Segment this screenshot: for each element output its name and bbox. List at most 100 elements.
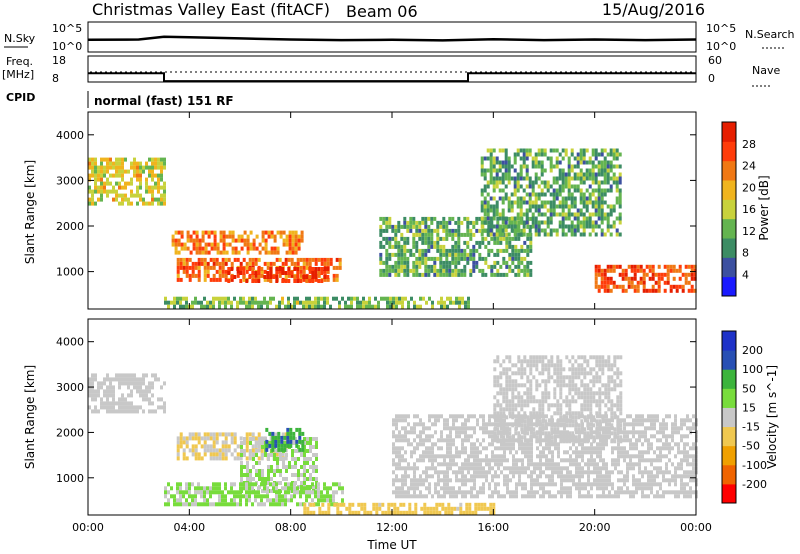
data-cell	[563, 478, 566, 483]
data-cell	[455, 474, 458, 479]
data-cell	[573, 232, 577, 237]
data-cell	[523, 419, 527, 424]
data-cell	[545, 490, 548, 495]
data-cell	[538, 399, 542, 404]
data-cell	[118, 185, 121, 190]
data-cell	[458, 296, 461, 301]
data-cell	[422, 470, 425, 475]
data-cell	[127, 405, 130, 410]
data-cell	[245, 498, 248, 503]
data-cell	[503, 474, 506, 479]
data-cell	[609, 152, 613, 157]
data-cell	[160, 185, 163, 190]
data-cell	[284, 490, 287, 495]
data-cell	[433, 244, 437, 249]
data-cell	[403, 268, 407, 273]
data-cell	[443, 470, 446, 475]
data-cell	[597, 268, 601, 273]
data-cell	[552, 204, 556, 209]
data-cell	[308, 494, 311, 499]
data-cell	[617, 490, 620, 495]
data-cell	[103, 165, 106, 170]
data-cell	[335, 296, 338, 301]
data-cell	[130, 373, 133, 378]
data-cell	[581, 470, 584, 475]
data-cell	[542, 482, 545, 487]
data-cell	[656, 466, 659, 471]
data-cell	[464, 438, 467, 443]
data-cell	[636, 288, 640, 293]
data-cell	[430, 264, 434, 269]
data-cell	[561, 184, 565, 189]
data-cell	[537, 176, 541, 181]
data-cell	[267, 477, 270, 481]
data-cell	[157, 197, 160, 202]
data-cell	[457, 232, 461, 237]
data-cell	[276, 246, 280, 251]
data-cell	[615, 188, 619, 193]
data-cell	[612, 176, 616, 181]
data-cell	[524, 450, 527, 455]
data-cell	[494, 458, 497, 463]
data-cell	[206, 273, 210, 278]
data-cell	[543, 212, 547, 217]
data-cell	[663, 264, 667, 269]
data-cell	[505, 407, 509, 412]
data-cell	[412, 272, 416, 277]
data-cell	[573, 156, 577, 161]
data-cell	[550, 363, 554, 368]
data-cell	[167, 498, 170, 503]
data-cell	[124, 405, 127, 410]
data-cell	[443, 300, 446, 305]
data-cell	[415, 248, 419, 253]
data-cell	[535, 423, 539, 428]
data-cell	[215, 456, 219, 461]
data-cell	[215, 436, 219, 441]
data-cell	[106, 181, 109, 186]
data-cell	[671, 478, 674, 483]
data-cell	[575, 474, 578, 479]
data-cell	[561, 204, 565, 209]
data-cell	[222, 238, 226, 243]
data-cell	[271, 435, 275, 440]
data-cell	[609, 288, 613, 293]
data-cell	[284, 494, 287, 499]
data-cell	[323, 494, 326, 499]
data-cell	[495, 180, 499, 185]
data-cell	[293, 267, 297, 271]
data-cell	[499, 375, 503, 380]
data-cell	[130, 409, 133, 414]
data-cell	[227, 444, 231, 449]
data-cell	[264, 437, 267, 441]
data-cell	[644, 450, 647, 455]
data-cell	[212, 296, 215, 301]
data-cell	[240, 238, 244, 243]
data-cell	[452, 438, 455, 443]
data-cell	[428, 414, 431, 419]
data-cell	[94, 409, 97, 414]
data-cell	[543, 168, 547, 173]
data-cell	[91, 389, 94, 394]
data-cell	[495, 160, 499, 165]
data-cell	[627, 284, 631, 289]
data-cell	[523, 423, 527, 428]
data-cell	[579, 156, 583, 161]
data-cell	[263, 482, 266, 487]
data-cell	[537, 160, 541, 165]
data-cell	[641, 442, 644, 447]
data-cell	[529, 383, 533, 388]
data-cell	[237, 234, 241, 239]
data-cell	[398, 454, 401, 459]
data-cell	[650, 490, 653, 495]
data-cell	[332, 482, 335, 487]
data-cell	[418, 256, 422, 261]
data-cell	[615, 156, 619, 161]
data-cell	[597, 168, 601, 173]
data-cell	[437, 418, 440, 423]
data-cell	[569, 414, 572, 419]
data-cell	[218, 265, 222, 270]
data-cell	[590, 442, 593, 447]
data-cell	[514, 363, 518, 368]
data-cell	[482, 418, 485, 423]
